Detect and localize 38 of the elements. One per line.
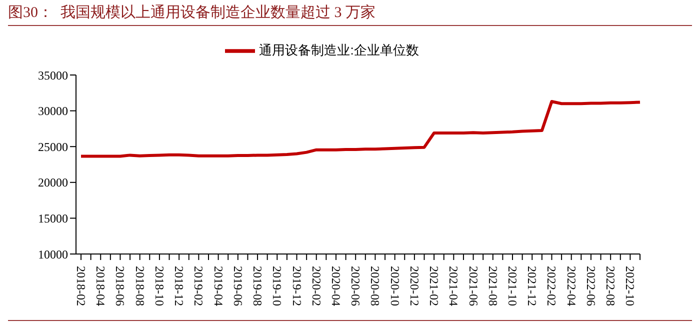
y-tick-label: 30000	[38, 104, 68, 118]
x-tick-label: 2021-04	[446, 266, 461, 306]
x-tick-label: 2022-04	[564, 266, 578, 306]
x-tick-label: 2020-08	[368, 266, 382, 306]
x-tick-label: 2021-12	[525, 266, 540, 306]
x-tick-label: 2021-08	[486, 266, 500, 306]
x-tick-label: 2021-02	[427, 266, 442, 306]
x-tick-label: 2020-12	[407, 266, 422, 306]
x-tick-label: 2019-08	[250, 266, 265, 306]
x-tick-label: 2020-02	[309, 266, 324, 306]
y-tick-label: 15000	[38, 211, 68, 226]
x-tick-label: 2018-06	[113, 266, 128, 306]
x-tick-label: 2019-04	[211, 266, 226, 306]
x-tick-label: 2020-04	[328, 266, 343, 306]
y-tick-label: 35000	[38, 68, 68, 82]
x-tick-label: 2018-10	[152, 266, 166, 306]
y-tick-label: 20000	[38, 176, 68, 190]
chart-title: 图30： 我国规模以上通用设备制造企业数量超过 3 万家	[8, 3, 376, 22]
x-tick-label: 2021-10	[506, 266, 520, 306]
x-tick-label: 2019-12	[290, 266, 304, 306]
line-series	[80, 100, 642, 158]
x-tick-label: 2022-10	[623, 266, 638, 306]
x-tick-label: 2022-02	[544, 266, 559, 306]
x-tick-label: 2018-04	[94, 266, 108, 306]
x-tick-label: 2019-06	[230, 266, 245, 306]
x-tick-label: 2018-02	[74, 266, 88, 306]
x-tick-label: 2018-12	[172, 266, 186, 306]
x-tick-label: 2020-10	[388, 266, 402, 306]
x-tick-label: 2019-02	[192, 266, 206, 306]
x-tick-label: 2019-10	[270, 266, 284, 306]
legend-label: 通用设备制造业:企业单位数	[259, 42, 419, 58]
x-tick-label: 2022-06	[584, 266, 598, 306]
x-tick-label: 2021-06	[466, 266, 480, 306]
y-tick-label: 10000	[38, 247, 68, 262]
y-tick-label: 25000	[38, 140, 68, 154]
x-tick-label: 2022-08	[604, 266, 618, 306]
x-tick-label: 2020-06	[348, 266, 363, 306]
x-tick-label: 2018-08	[132, 266, 147, 306]
